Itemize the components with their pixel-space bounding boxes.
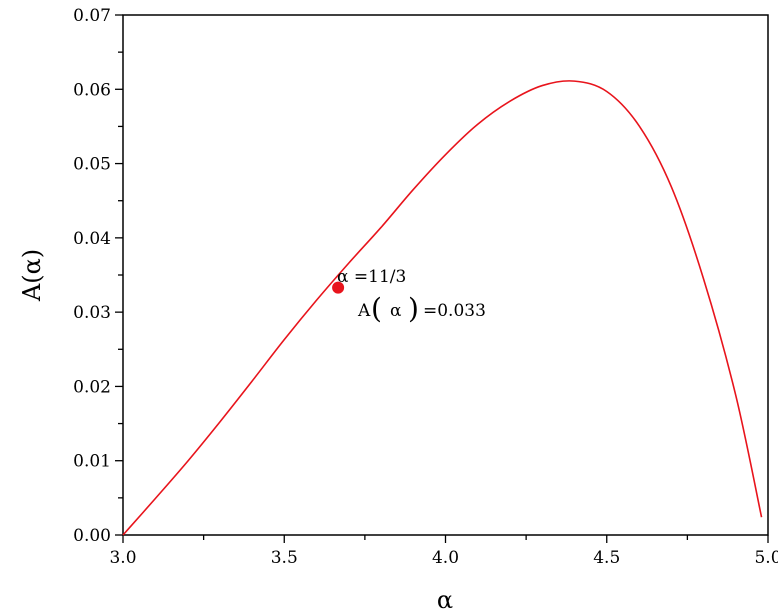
- annotation-value: =0.033: [423, 301, 486, 321]
- y-tick-label: 0.07: [73, 6, 111, 26]
- y-tick-label: 0.00: [73, 526, 111, 546]
- axis-ticks: [115, 14, 769, 543]
- x-tick-label: 4.5: [593, 548, 620, 568]
- annotation-line-1: α =11/3: [337, 267, 406, 287]
- highlight-point: [332, 281, 345, 294]
- y-axis-title: A(α): [18, 249, 46, 302]
- x-tick-label: 3.0: [109, 548, 136, 568]
- x-tick-label: 5.0: [754, 548, 778, 568]
- x-axis-title: α: [437, 586, 453, 614]
- plot-frame: [122, 14, 769, 536]
- y-tick-label: 0.06: [73, 80, 111, 100]
- annotation-close-paren: ): [408, 292, 419, 325]
- y-tick-label: 0.02: [73, 377, 111, 397]
- annotation-variable: α: [390, 301, 402, 321]
- y-tick-label: 0.01: [73, 452, 111, 472]
- annotation-prefix: A: [357, 301, 371, 321]
- y-tick-label: 0.05: [73, 155, 111, 175]
- x-tick-label: 3.5: [271, 548, 298, 568]
- x-tick-label: 4.0: [432, 548, 459, 568]
- y-tick-label: 0.04: [73, 229, 111, 249]
- annotation-open-paren: (: [371, 292, 382, 325]
- y-tick-label: 0.03: [73, 303, 111, 323]
- axis-tick-labels: 3.0 3.5 4.0 4.5 5.0 0.00 0.01 0.02 0.03 0.04 0.05 0…: [73, 6, 778, 568]
- annotation-line-2: A ( α ) =0.033: [357, 292, 486, 325]
- series-line: [122, 80, 763, 536]
